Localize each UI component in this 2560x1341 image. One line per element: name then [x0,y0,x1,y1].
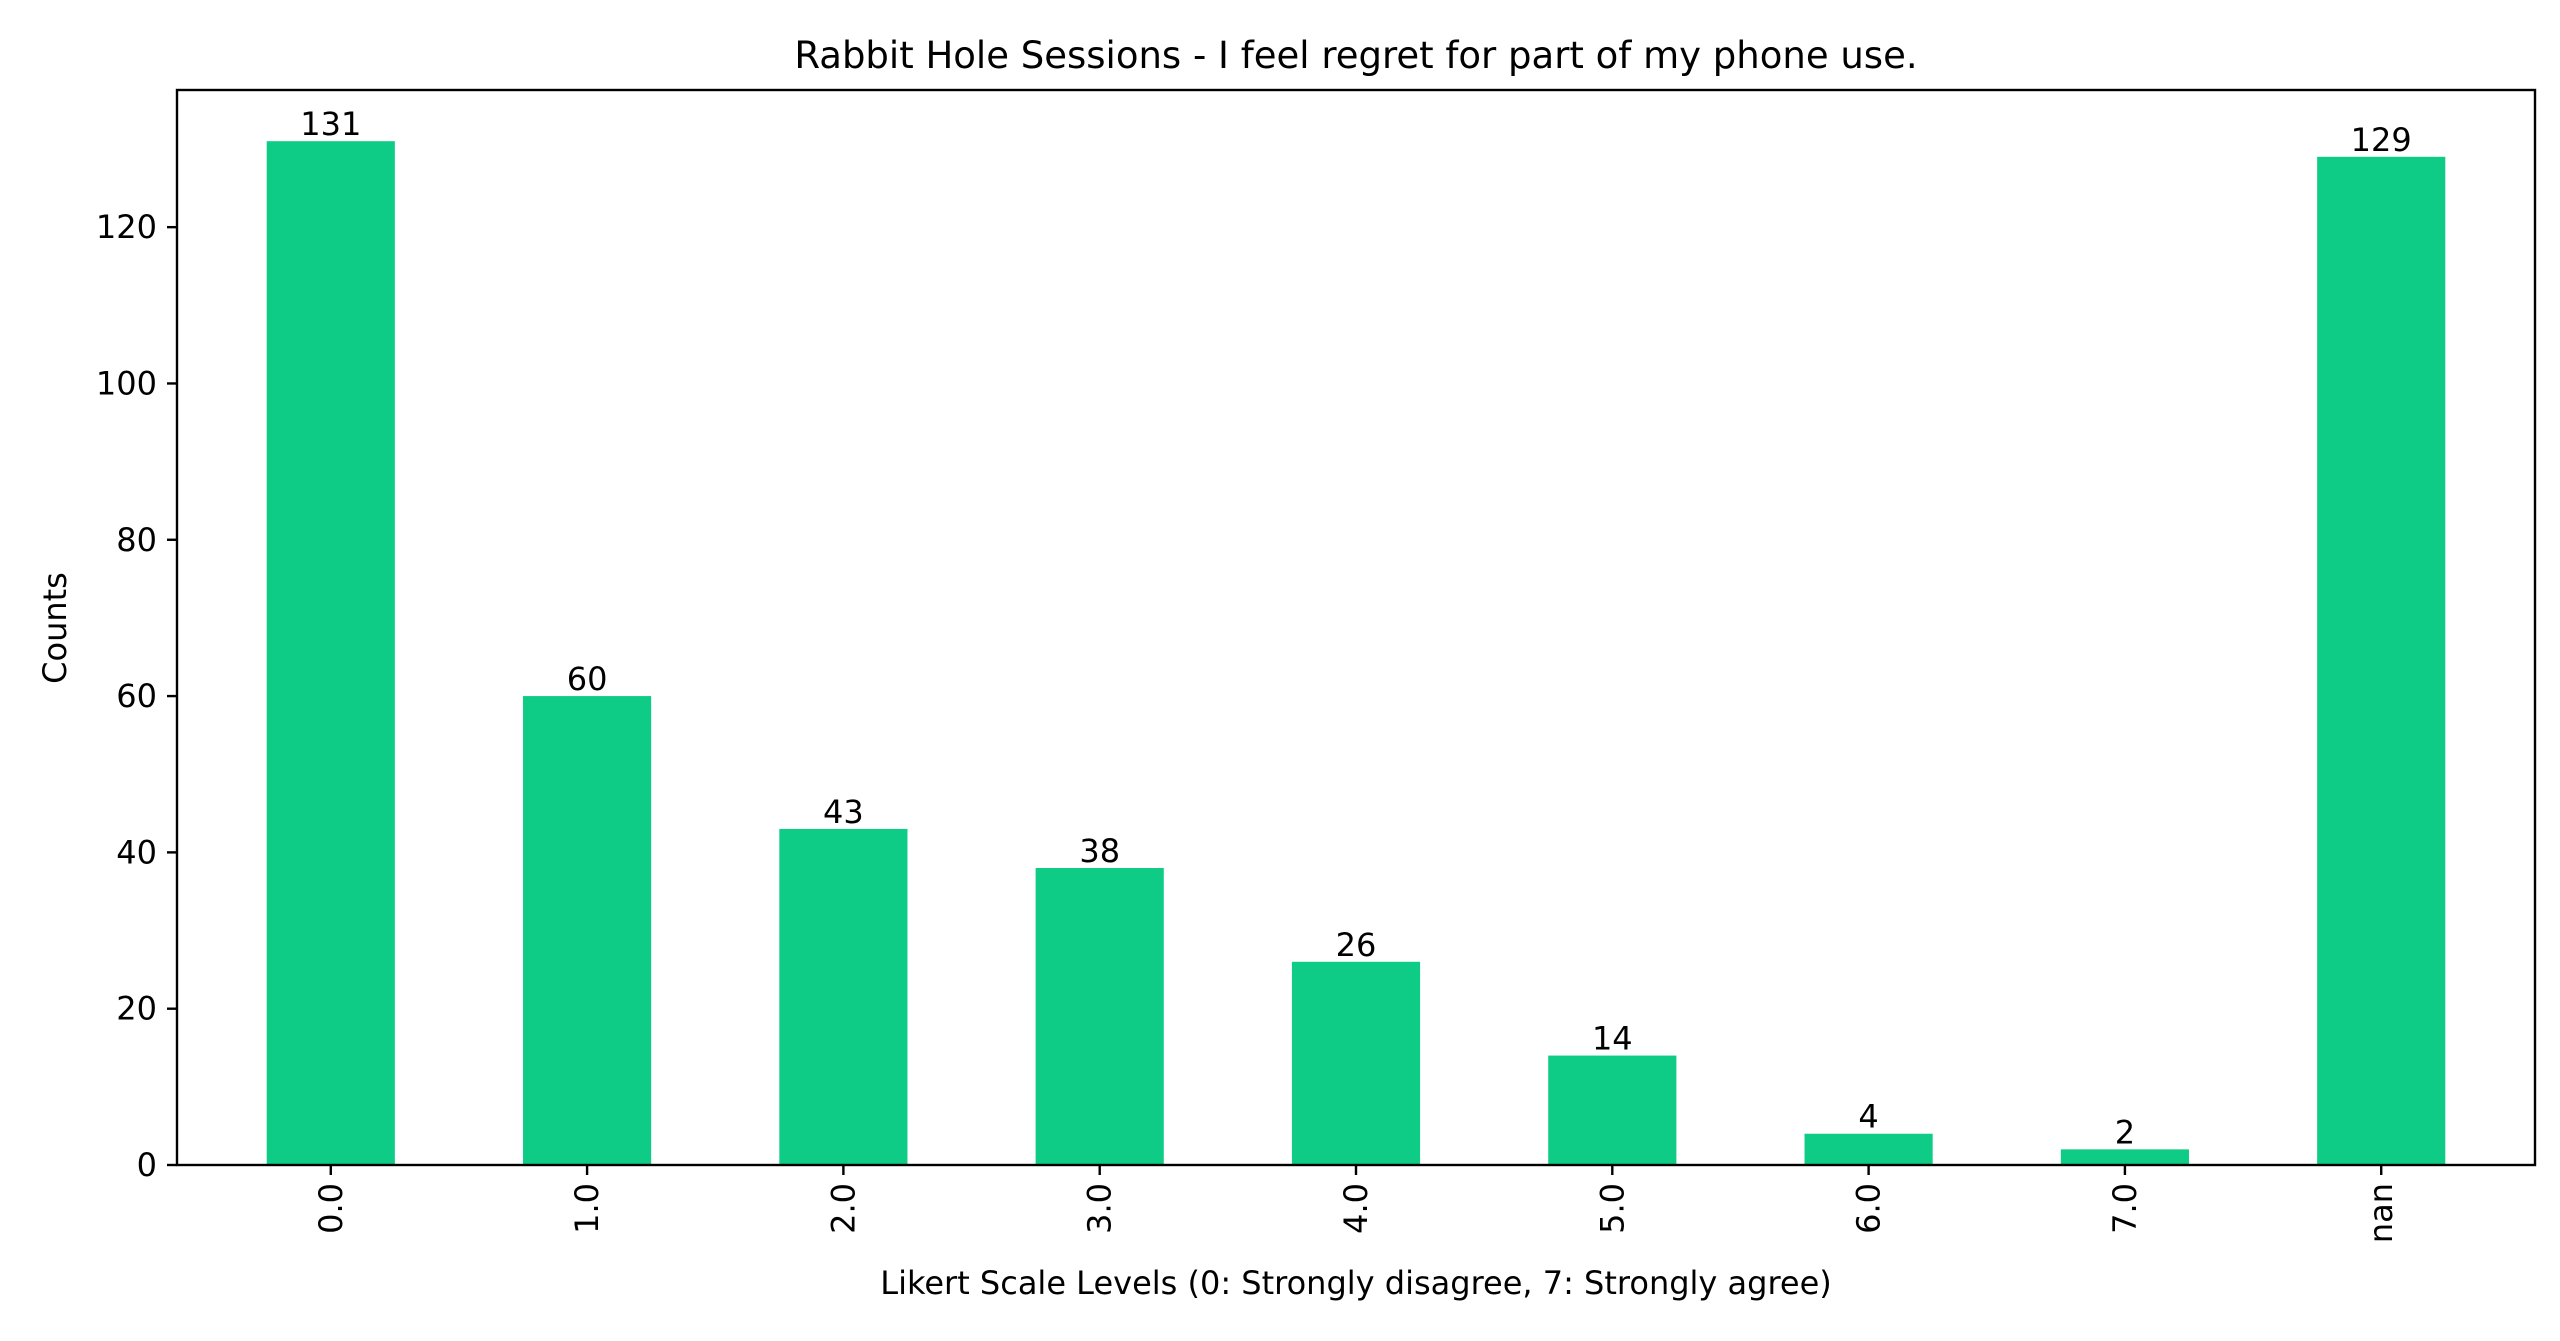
bar [1804,1133,1933,1165]
x-tick-label: 2.0 [824,1183,862,1234]
x-tick-label: 1.0 [568,1183,606,1234]
bar [2060,1149,2189,1165]
x-tick-label: nan [2362,1183,2400,1243]
y-tick-label: 0 [137,1146,157,1184]
y-tick-label: 40 [116,833,157,871]
bar [1548,1055,1677,1165]
x-tick-label: 6.0 [1850,1183,1888,1234]
bar [779,828,908,1165]
x-tick-label: 3.0 [1081,1183,1119,1234]
x-axis-ticks: 0.0 1.0 2.0 3.0 4.0 5.0 6.0 7.0 nan [312,1165,2400,1243]
bar-value-label: 129 [2351,121,2412,159]
bar [1035,868,1164,1165]
chart-title: Rabbit Hole Sessions - I feel regret for… [794,34,1917,77]
bar-value-label: 131 [300,105,361,143]
bar-value-label: 60 [567,660,608,698]
y-axis-ticks: 0 20 40 60 80 100 120 [96,208,177,1184]
bar-value-label: 38 [1079,832,1120,870]
plot-frame [175,88,2537,1167]
bar-value-label: 14 [1592,1020,1633,1058]
data-labels-layer: 131 60 43 38 26 14 4 2 129 [300,105,2412,1151]
y-tick-label: 20 [116,990,157,1028]
bar-value-label: 43 [823,793,864,831]
y-tick-label: 120 [96,208,157,246]
bar-value-label: 2 [2115,1113,2135,1151]
y-tick-label: 60 [116,677,157,715]
y-tick-label: 100 [96,364,157,402]
bar [1291,961,1421,1165]
bars-layer [266,141,2446,1165]
y-tick-label: 80 [116,521,157,559]
bar [266,141,395,1165]
x-tick-label: 0.0 [312,1183,350,1234]
y-axis-label: Counts [36,572,74,684]
bar [2317,156,2446,1165]
bar-value-label: 4 [1858,1098,1878,1136]
x-tick-label: 4.0 [1337,1183,1375,1234]
x-tick-label: 7.0 [2106,1183,2144,1234]
x-tick-label: 5.0 [1593,1183,1631,1234]
x-axis-label: Likert Scale Levels (0: Strongly disagre… [880,1264,1832,1302]
bar-value-label: 26 [1336,926,1377,964]
bar [523,696,652,1165]
